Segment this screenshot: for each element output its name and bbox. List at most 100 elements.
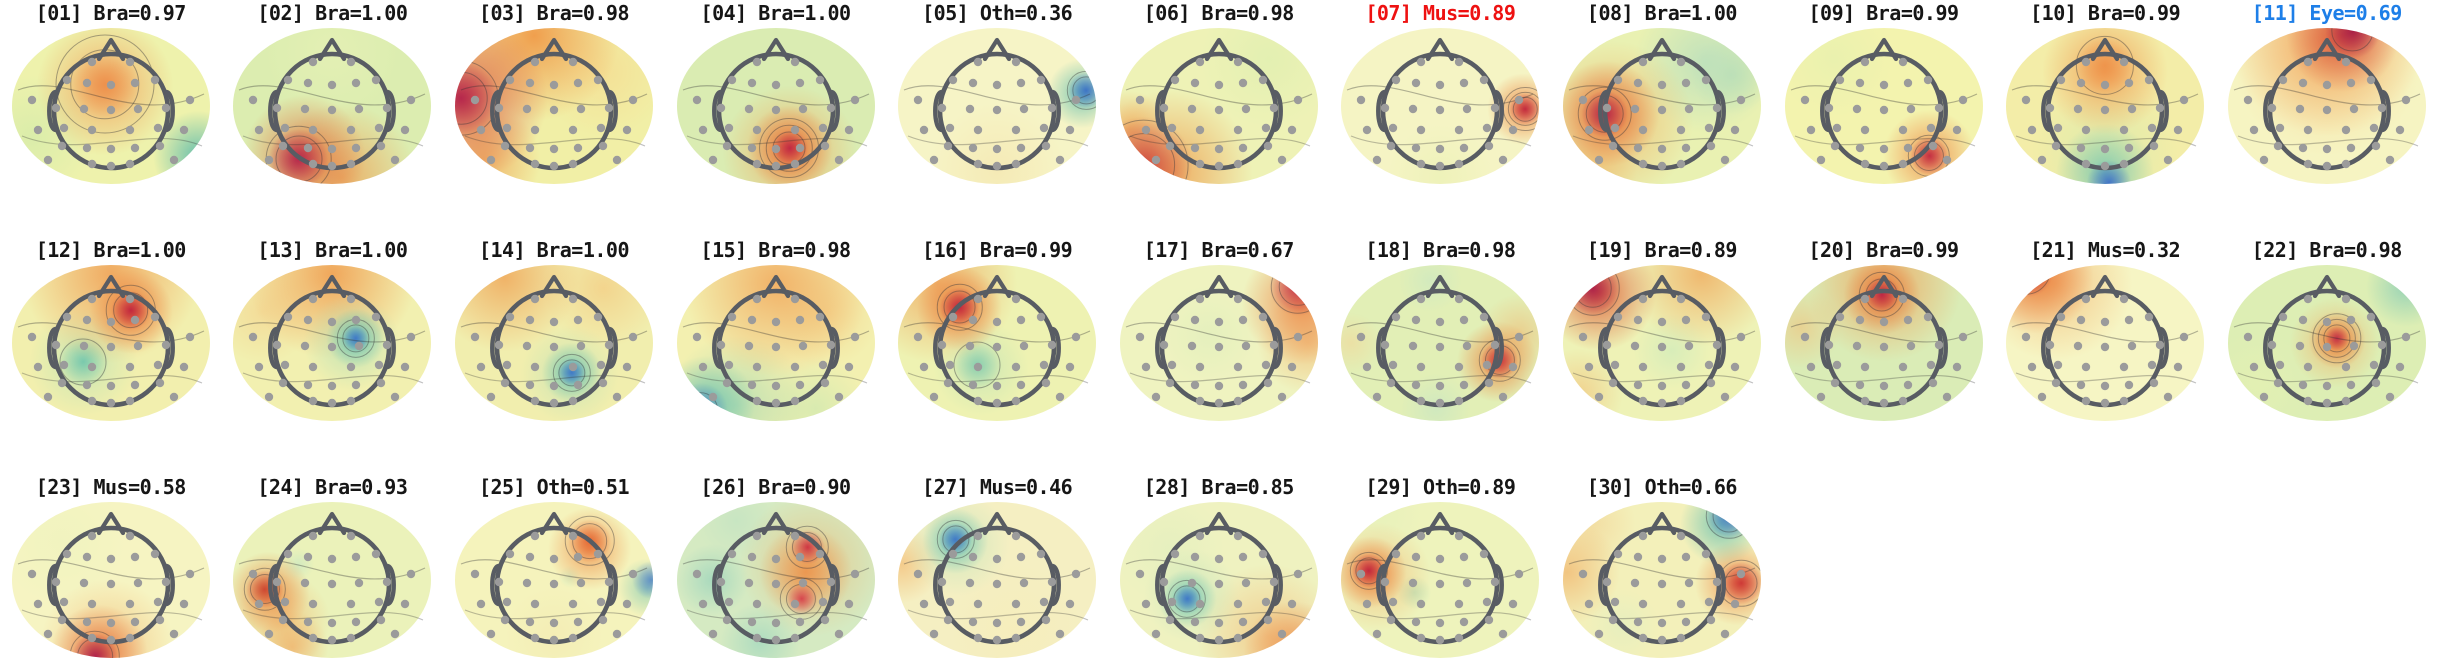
- electrode-dot: [1135, 569, 1144, 579]
- contour-line: [2237, 135, 2418, 147]
- electrode-dot: [1602, 577, 1612, 587]
- contour-line: [1794, 372, 1975, 384]
- electrode-dot: [747, 143, 756, 153]
- electrode-dot: [1417, 599, 1426, 609]
- contour-line: [1347, 322, 1534, 343]
- head-outline-icon: [903, 511, 1091, 645]
- electrode-dot: [2322, 80, 2331, 90]
- contour-ring: [552, 353, 591, 392]
- nose-icon: [983, 511, 1012, 536]
- electrode-dot: [1214, 161, 1223, 171]
- electrode-dot: [1455, 57, 1464, 67]
- head-outline-icon: [17, 511, 205, 645]
- electrode-dot: [973, 362, 983, 372]
- electrode-dot: [576, 341, 586, 351]
- head-outline-icon: [903, 37, 1091, 171]
- electrode-dot: [470, 95, 480, 105]
- component-cell-10: [10] Bra=0.99: [1994, 0, 2216, 237]
- electrode-dot: [2027, 362, 2037, 372]
- electrode-dot: [1436, 144, 1445, 154]
- electrode-dot: [347, 125, 356, 135]
- electrode-dot: [992, 80, 1002, 90]
- electrode-dot: [2127, 104, 2137, 114]
- component-cell-13: [13] Bra=1.00: [222, 237, 444, 474]
- electrode-dot: [1730, 362, 1740, 372]
- left-ear-icon: [268, 89, 280, 133]
- electrode-dot: [1392, 549, 1401, 559]
- head-outline-icon: [1790, 37, 1977, 171]
- electrode-dot: [82, 617, 91, 627]
- electrode-dot: [1712, 577, 1722, 587]
- electrode-dot: [1657, 80, 1667, 90]
- right-ear-icon: [2379, 326, 2391, 370]
- right-ear-icon: [828, 326, 840, 370]
- head-outline-icon: [682, 274, 869, 408]
- electrode-dot: [1463, 104, 1472, 114]
- head-outline-icon: [1568, 37, 1756, 171]
- electrode-dot: [383, 340, 392, 350]
- head-outline-icon: [1568, 274, 1756, 408]
- component-cell-27: [27] Mus=0.46: [886, 474, 1108, 667]
- electrode-dot: [1159, 103, 1168, 113]
- component-label: [27] Mus=0.46: [922, 475, 1073, 499]
- electrode-dot: [2341, 396, 2350, 406]
- electrode-dot: [1195, 531, 1204, 541]
- topomap: [676, 28, 875, 184]
- electrode-dot: [1238, 552, 1247, 562]
- electrode-dot: [549, 144, 559, 154]
- electrode-dot: [1167, 123, 1176, 133]
- electrode-dot: [771, 80, 780, 90]
- electrode-dot: [1860, 362, 1869, 372]
- electrode-dot: [2100, 161, 2110, 171]
- electrode-dot: [992, 144, 1002, 154]
- electrode-dot: [1195, 125, 1204, 135]
- electrode-dot: [347, 396, 356, 406]
- electrode-dot: [973, 531, 983, 541]
- electrode-dot: [1720, 392, 1730, 402]
- electrode-dot: [1898, 159, 1907, 169]
- contour-line: [21, 135, 203, 147]
- right-ear-icon: [385, 563, 397, 607]
- electrode-dot: [1879, 161, 1888, 171]
- electrode-dot: [790, 294, 799, 304]
- head-outline-icon: [460, 274, 648, 408]
- electrode-dot: [747, 315, 756, 325]
- electrode-dot: [2366, 75, 2375, 85]
- electrode-dot: [1381, 340, 1390, 350]
- electrode-dot: [2303, 362, 2312, 372]
- electrode-dot: [568, 294, 578, 304]
- electrode-dot: [502, 123, 512, 133]
- electrode-dot: [1681, 552, 1691, 562]
- electrode-dot: [1417, 531, 1426, 541]
- electrode-dot: [1906, 104, 1915, 114]
- electrode-dot: [1011, 57, 1021, 67]
- electrode-dot: [265, 155, 274, 165]
- component-cell-28: [28] Bra=0.85: [1108, 474, 1330, 667]
- electrode-dot: [1387, 615, 1396, 625]
- electrode-dot: [1167, 360, 1176, 370]
- electrode-dot: [1011, 362, 1021, 372]
- electrode-dot: [1800, 332, 1809, 342]
- electrode-dot: [1704, 123, 1714, 133]
- electrode-dot: [407, 569, 416, 579]
- electrode-dot: [919, 362, 929, 372]
- electrode-dot: [2303, 125, 2312, 135]
- electrode-dot: [790, 531, 799, 541]
- contour-line: [682, 85, 869, 106]
- electrode-dot: [992, 398, 1002, 408]
- electrode-dot: [106, 105, 115, 115]
- electrode-dot: [1019, 341, 1029, 351]
- electrode-dot: [973, 57, 983, 67]
- component-cell-08: [08] Bra=1.00: [1551, 0, 1773, 237]
- electrode-dot: [1835, 75, 1844, 85]
- electrode-dot: [992, 635, 1002, 645]
- electrode-dot: [150, 75, 159, 85]
- electrode-dot: [1879, 317, 1888, 327]
- electrode-dot: [1417, 362, 1426, 372]
- electrode-dot: [1195, 57, 1204, 67]
- nose-icon: [983, 274, 1012, 299]
- electrode-dot: [1701, 549, 1711, 559]
- electrode-dot: [2173, 125, 2183, 135]
- electrode-dot: [598, 378, 608, 388]
- electrode-dot: [1515, 332, 1524, 342]
